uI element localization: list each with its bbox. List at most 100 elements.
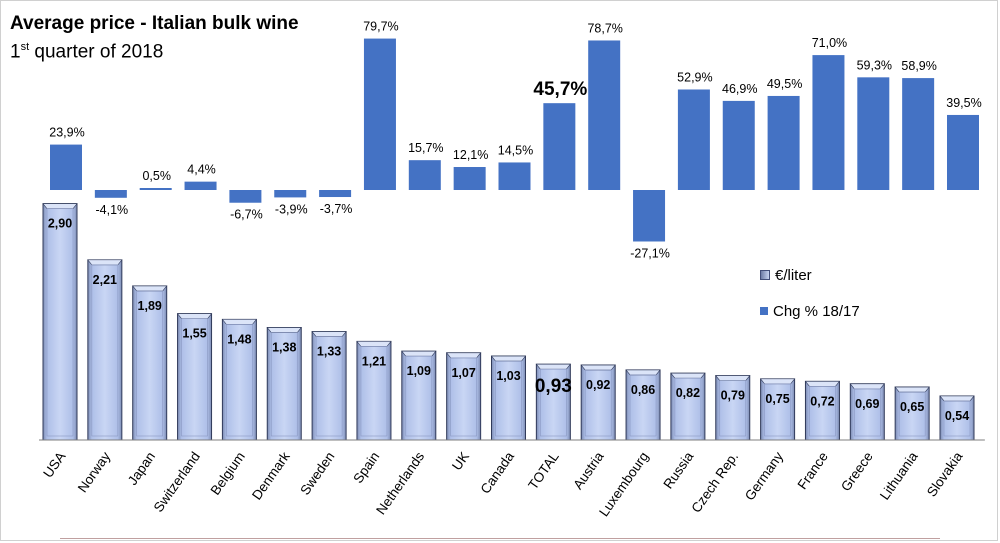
legend-swatch-price xyxy=(760,270,770,280)
chg-bar xyxy=(94,190,127,198)
chg-label: -3,7% xyxy=(320,202,353,216)
price-bar-face xyxy=(136,290,163,437)
price-bar xyxy=(42,203,78,441)
category-label: UK xyxy=(449,449,472,473)
chg-bar xyxy=(319,190,352,198)
price-bar-group: 0,92 xyxy=(580,364,616,441)
category-label: Germany xyxy=(742,449,786,503)
chg-bar xyxy=(857,77,890,190)
category-label: Canada xyxy=(478,449,518,497)
legend: €/liter Chg % 18/17 xyxy=(760,265,860,337)
chg-bar xyxy=(902,78,935,190)
price-bar xyxy=(894,386,930,441)
chg-label: 0,5% xyxy=(142,169,171,183)
price-bar-group: 1,38 xyxy=(266,327,302,441)
price-bar-bevel xyxy=(311,331,347,337)
chg-label: 4,4% xyxy=(187,163,216,177)
price-label: 1,21 xyxy=(362,354,386,368)
price-bar-face xyxy=(226,324,253,437)
chg-label: 23,9% xyxy=(49,126,84,140)
chg-label: -6,7% xyxy=(230,208,263,222)
price-bar xyxy=(849,383,885,441)
category-label: Denmark xyxy=(249,449,293,503)
category-label: Lithuania xyxy=(877,449,921,503)
chg-label: 59,3% xyxy=(857,58,892,72)
price-bar xyxy=(401,350,437,441)
price-label: 1,89 xyxy=(138,299,162,313)
price-bar-bevel xyxy=(401,350,437,357)
price-bar-bevel xyxy=(939,395,975,402)
price-bar-bevel xyxy=(87,259,123,266)
price-bar-bevel xyxy=(176,313,213,319)
chg-bar xyxy=(363,38,396,190)
price-bar-bevel xyxy=(625,369,661,376)
price-label: 0,82 xyxy=(676,386,700,400)
chg-label: 46,9% xyxy=(722,82,757,96)
chg-bar xyxy=(633,190,666,242)
price-bar-bevel xyxy=(715,375,751,381)
price-bar xyxy=(535,363,571,441)
price-bar xyxy=(132,285,168,441)
price-bar xyxy=(760,378,796,441)
price-label: 1,38 xyxy=(272,341,296,355)
price-bar-group: 0,93 xyxy=(535,363,572,441)
category-label: France xyxy=(795,449,831,492)
price-bar-group: 1,03 xyxy=(490,355,527,441)
price-bar-group: 1,07 xyxy=(446,352,482,441)
chg-bar xyxy=(453,167,486,190)
price-bar-face xyxy=(943,400,971,437)
price-bar-face xyxy=(315,336,343,437)
chg-label: -3,9% xyxy=(275,202,308,216)
price-bar-bevel xyxy=(670,372,706,379)
category-label: Czech Rep. xyxy=(688,449,741,515)
price-bar xyxy=(580,364,616,441)
price-bar xyxy=(266,327,302,441)
price-bar-bevel xyxy=(535,363,571,370)
price-bar xyxy=(670,372,706,441)
category-label: Japan xyxy=(125,449,158,488)
price-label: 0,69 xyxy=(855,397,879,411)
price-bar-group: 1,09 xyxy=(401,350,437,441)
price-bar-group: 2,90 xyxy=(42,203,78,441)
chg-bar xyxy=(677,89,710,190)
price-bar-bevel xyxy=(849,383,885,390)
chg-label: 79,7% xyxy=(363,20,398,34)
price-bar-group: 2,21 xyxy=(87,259,123,441)
category-label: Switzerland xyxy=(151,449,203,515)
price-bar-face xyxy=(764,383,791,437)
chg-label: 39,5% xyxy=(946,96,981,110)
chg-bar xyxy=(543,103,576,190)
chg-bar xyxy=(498,162,531,190)
chg-label: 71,0% xyxy=(812,36,847,50)
price-bar-face xyxy=(898,391,926,437)
price-bar-group: 0,54 xyxy=(939,395,975,441)
chg-bar xyxy=(812,55,845,190)
legend-label-chg: Chg % 18/17 xyxy=(773,302,860,320)
price-bar-group: 1,48 xyxy=(221,318,258,441)
price-label: 1,09 xyxy=(407,364,431,378)
price-bar-group: 1,55 xyxy=(176,313,213,441)
subtitle-ordinal: st xyxy=(20,41,30,53)
price-bar-face xyxy=(809,386,836,437)
price-bar-face xyxy=(360,346,388,437)
chg-label: -27,1% xyxy=(630,246,670,260)
chg-bar xyxy=(229,190,262,203)
price-label: 0,79 xyxy=(721,389,745,403)
price-bar-group: 0,82 xyxy=(670,372,706,441)
chg-bar xyxy=(50,144,82,190)
price-bar xyxy=(625,369,661,441)
chg-bar xyxy=(588,40,621,190)
price-bar-group: 1,89 xyxy=(132,285,168,441)
legend-label-price: €/liter xyxy=(775,266,812,284)
price-label: 0,75 xyxy=(765,392,789,406)
price-bar-face xyxy=(584,369,612,437)
price-series: 2,90 2,21 1,89 1,55 1,48 1,38 1,33 1,21 1,09 1,07… xyxy=(42,203,975,441)
price-label: 0,65 xyxy=(900,400,924,414)
chg-bar xyxy=(274,190,307,198)
price-bar-group: 0,75 xyxy=(759,378,796,441)
price-label: 0,54 xyxy=(945,409,969,423)
subtitle-text: quarter of 2018 xyxy=(29,41,164,63)
